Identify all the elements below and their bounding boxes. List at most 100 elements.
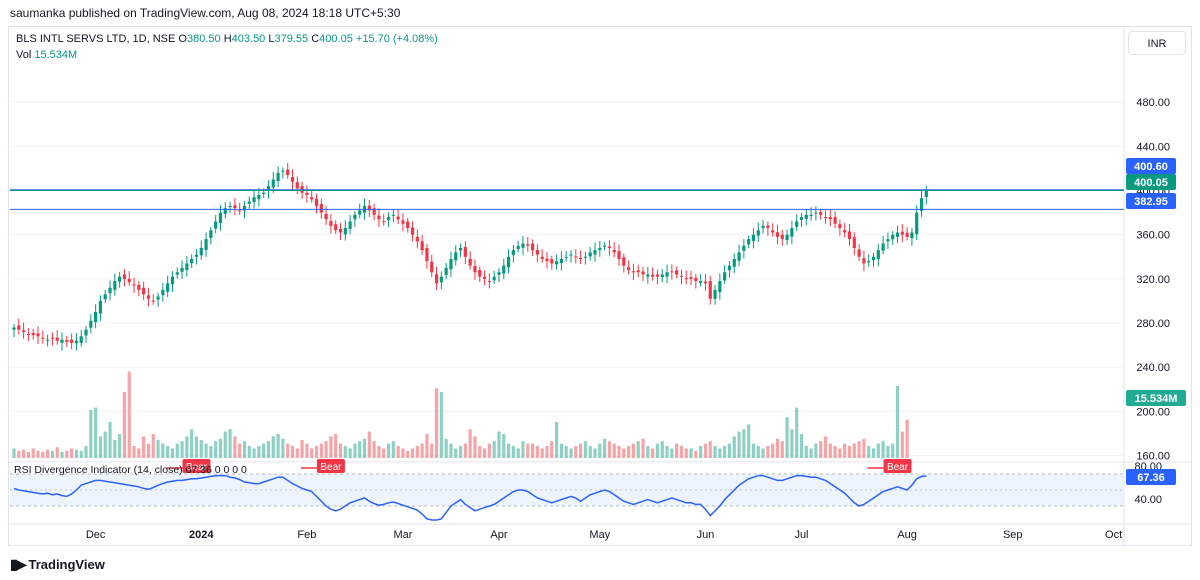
candle-body	[675, 270, 679, 275]
volume-bar	[670, 448, 674, 458]
volume-bar	[838, 448, 842, 458]
bear-label-text: Bear	[887, 462, 909, 473]
volume-bar	[415, 446, 419, 458]
volume-bar	[478, 446, 482, 458]
candle-body	[881, 243, 885, 251]
volume-bar	[833, 446, 837, 458]
price-tick-label: 440.00	[1136, 141, 1170, 153]
candle-body	[386, 217, 391, 221]
volume-bar	[766, 446, 770, 458]
volume-bar	[228, 429, 232, 458]
volume-bar	[535, 446, 539, 458]
volume-bar	[900, 431, 904, 458]
volume-bar	[36, 450, 40, 458]
volume-bar	[410, 448, 415, 458]
volume-bar	[377, 446, 381, 458]
candle-body	[60, 339, 64, 343]
candle-body	[199, 247, 203, 256]
volume-bar	[737, 431, 741, 458]
candle-body	[146, 295, 151, 299]
rsi-value-text: 67.36	[1137, 472, 1165, 484]
volume-bar	[867, 446, 871, 458]
volume-bar	[747, 424, 751, 458]
candle-body	[353, 214, 357, 220]
candle-body	[343, 228, 347, 235]
candle-body	[434, 274, 439, 284]
volume-bar	[223, 431, 227, 458]
rsi-value-box	[1126, 469, 1176, 485]
volume-bar	[46, 449, 50, 458]
candle-body	[857, 249, 861, 257]
candle-body	[50, 337, 55, 339]
candle-body	[84, 329, 88, 336]
candle-body	[286, 169, 290, 176]
candle-body	[468, 258, 472, 266]
candle-body	[122, 274, 127, 279]
volume-bar	[324, 441, 328, 458]
volume-bar	[617, 446, 621, 458]
volume-bar	[348, 448, 352, 458]
volume-bar	[598, 443, 602, 458]
candle-body	[329, 220, 333, 226]
volume-bar	[579, 443, 583, 458]
volume-bar	[406, 450, 410, 458]
chart-frame[interactable]	[8, 26, 1192, 546]
candle-body	[420, 241, 424, 251]
open-label: O	[178, 33, 187, 45]
candle-body	[550, 259, 554, 264]
candle-body	[603, 245, 607, 247]
candle-body	[535, 250, 539, 255]
volume-bar	[319, 443, 323, 458]
volume-bar	[718, 448, 722, 458]
currency-button[interactable]: INR	[1128, 31, 1186, 55]
candle-body	[204, 239, 208, 250]
volume-bar	[497, 431, 501, 458]
candle-body	[161, 289, 165, 296]
candle-body	[175, 272, 179, 275]
volume-bar	[814, 443, 818, 458]
volume-bar	[905, 419, 909, 458]
candle-body	[814, 212, 818, 214]
volume-bar	[468, 429, 472, 458]
time-tick-label: Mar	[393, 529, 412, 541]
volume-bar	[305, 443, 309, 458]
candle-body	[756, 230, 760, 236]
volume-bar	[622, 448, 626, 458]
volume-bar	[65, 450, 69, 458]
volume-bar	[502, 434, 506, 458]
candle-body	[46, 339, 50, 341]
volume-bar	[113, 440, 117, 458]
volume-bar	[554, 422, 559, 458]
candle-body	[799, 217, 804, 220]
volume-bar	[334, 434, 338, 458]
volume-bar	[262, 443, 266, 458]
volume-bar	[132, 446, 136, 458]
candle-body	[482, 276, 487, 279]
candle-body	[55, 337, 59, 341]
volume-bar	[17, 450, 21, 458]
volume-bar	[343, 446, 347, 458]
candle-body	[895, 232, 900, 237]
volume-bar	[790, 429, 794, 458]
candle-body	[367, 205, 371, 211]
volume-bar	[771, 443, 775, 458]
price-tick-label: 280.00	[1136, 318, 1170, 330]
candle-body	[708, 281, 712, 299]
volume-bar	[362, 438, 367, 458]
volume-bar	[607, 441, 612, 458]
candle-body	[780, 234, 784, 240]
volume-bar	[286, 443, 290, 458]
time-tick-label: Aug	[897, 529, 917, 541]
candle-body	[847, 231, 852, 240]
candle-body	[266, 186, 271, 191]
bear-label-box	[316, 459, 345, 473]
candle-body	[641, 271, 645, 275]
tradingview-logo[interactable]: ▮▶ TradingView	[10, 556, 105, 573]
volume-bar	[847, 446, 852, 458]
volume-bar	[526, 443, 530, 458]
candle-body	[257, 194, 261, 200]
bear-label-text: Bear	[320, 462, 342, 473]
candle-body	[583, 256, 588, 258]
volume-bar	[636, 441, 640, 458]
